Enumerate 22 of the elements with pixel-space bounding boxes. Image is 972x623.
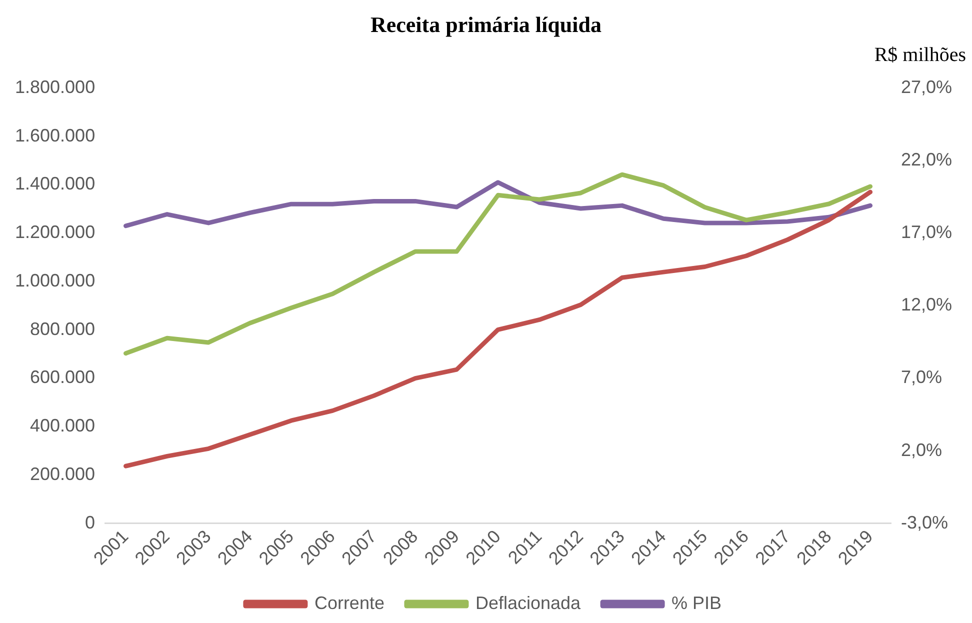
y2-tick-label: 22,0% <box>900 150 952 170</box>
y2-tick-label: 12,0% <box>900 294 952 315</box>
y-tick-label: 1.000.000 <box>15 270 96 290</box>
y2-tick-label: 17,0% <box>900 222 952 242</box>
y-tick-label: 1.200.000 <box>15 222 96 242</box>
text: R$ milhões <box>874 44 966 67</box>
y2-tick-label: 7,0% <box>900 367 942 388</box>
y-tick-label: 600.000 <box>30 367 96 388</box>
y-tick-label: 800.000 <box>30 318 96 339</box>
y2-tick-label: -3,0% <box>900 512 948 532</box>
legend-label: % PIB <box>672 592 722 613</box>
chart-title: Receita primária líquida <box>370 12 602 38</box>
y-tick-label: 200.000 <box>30 464 96 484</box>
y-tick-label: 1.800.000 <box>15 76 96 97</box>
legend-label: Deflacionada <box>475 592 582 613</box>
y-tick-label: 400.000 <box>30 416 96 436</box>
y2-tick-label: 2,0% <box>900 440 942 460</box>
y-tick-label: 0 <box>85 512 96 532</box>
legend-label: Corrente <box>314 592 384 613</box>
y-tick-label: 1.600.000 <box>15 125 96 146</box>
y-tick-label: 1.400.000 <box>15 174 96 194</box>
y2-tick-label: 27,0% <box>900 76 952 97</box>
